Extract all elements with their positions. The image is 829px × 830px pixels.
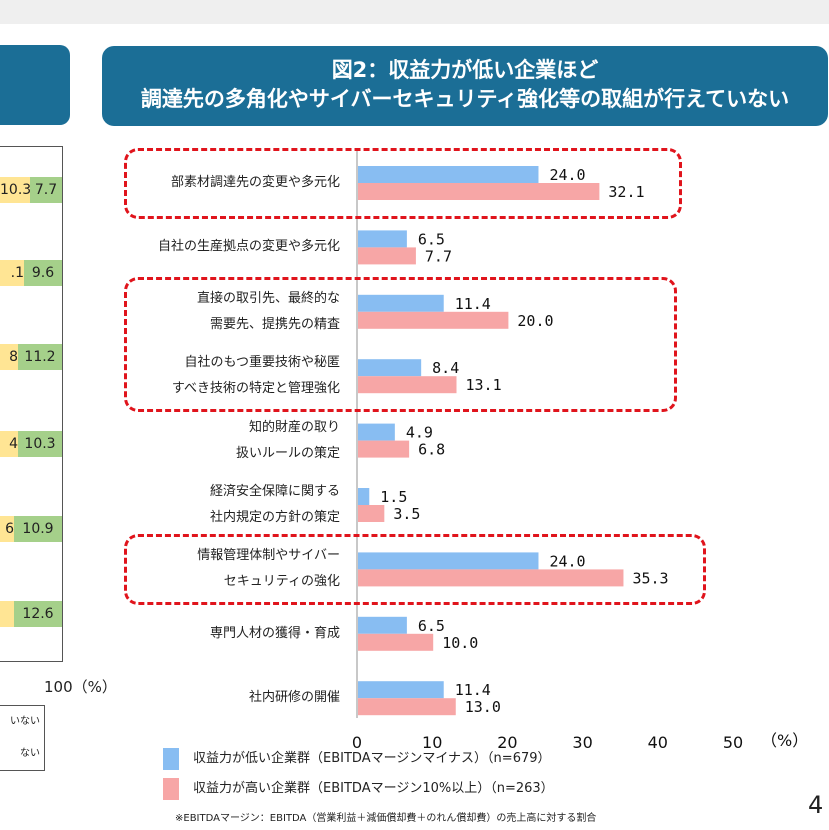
bar-low [358,166,539,183]
bar-low [358,488,370,505]
left-legend-line: いない [10,716,40,727]
value-label: 7.7 [425,247,452,265]
legend-swatch-high [163,778,179,800]
value-label: 11.4 [455,295,491,313]
x-tick-label: 30 [572,733,592,752]
bar-low [358,681,444,699]
chart-title-line2: 調達先の多角化やサイバーセキュリティ強化等の取組が行えていない [140,87,790,111]
value-label: 6.8 [418,441,445,459]
legend-swatch-low [163,748,179,770]
bar-low [358,616,407,634]
left-cell: 7.7 [30,177,62,203]
value-label: 8.4 [432,359,459,377]
footnote: ※EBITDAマージン：EBITDA（営業利益＋減価償却費＋のれん償却費）の売上… [175,813,597,824]
category-label: 直接の取引先、最終的な 需要先、提携先の精査 [196,290,340,332]
highlight-box [124,148,682,219]
left-cell: 10.3 [0,177,30,203]
x-tick-label: 50 [723,733,743,752]
x-tick-label: 0 [352,733,362,752]
bar-high [358,376,457,394]
value-label: 1.5 [380,488,407,506]
left-cell: 11.2 [18,344,62,370]
bar-low [358,552,539,570]
value-label: 3.5 [393,505,420,523]
bar-high [358,505,385,522]
bar-high [358,569,624,587]
bar-high [358,698,456,716]
x-tick-label: 10 [422,733,442,752]
legend-text-low: 収益力が低い企業群（EBITDAマージンマイナス）（n=679） [193,751,551,766]
left-title-banner [0,45,70,125]
x-unit-label: （%） [761,731,808,750]
value-label: 11.4 [455,681,491,699]
left-cell: 9.6 [24,260,62,286]
left-cell: 12.6 [14,601,62,627]
bar-high [358,183,600,200]
category-label: 自社の生産拠点の変更や多元化 [157,239,340,255]
left-cell: 6 [0,516,14,542]
left-cell: 10.3 [18,431,62,457]
left-cell: .1 [0,260,24,286]
bar-high [358,633,434,651]
highlight-box [124,534,706,606]
left-cell: 8 [0,344,18,370]
left-chart-frame [0,146,63,662]
bar-high [358,247,416,265]
x-tick-label: 40 [648,733,668,752]
left-cell: 4 [0,431,18,457]
value-label: 20.0 [517,312,553,330]
value-label: 6.5 [418,230,445,248]
left-cell-blank [0,601,14,627]
left-legend: いない ない [0,705,45,771]
value-label: 32.1 [608,183,644,201]
value-label: 13.0 [465,698,501,716]
left-axis-label: 100（%） [44,678,117,696]
left-cell: 10.9 [14,516,62,542]
bar-low [358,359,422,377]
value-label: 4.9 [406,424,433,442]
bar-low [358,294,444,312]
bar-high [358,311,509,329]
value-label: 35.3 [632,569,668,587]
bar-high [358,440,410,458]
value-label: 24.0 [549,166,585,184]
value-label: 10.0 [442,634,478,652]
legend-text-high: 収益力が高い企業群（EBITDAマージン10%以上）（n=263） [193,781,554,796]
category-label: 専門人材の獲得・育成 [209,625,340,641]
left-legend-line: ない [20,748,40,759]
bar-low [358,230,407,248]
chart-title-banner: 図2：収益力が低い企業ほど 調達先の多角化やサイバーセキュリティ強化等の取組が行… [102,46,828,126]
page-number: 4 [808,791,824,819]
value-label: 24.0 [549,552,585,570]
category-label: 自社のもつ重要技術や秘匿 すべき技術の特定と管理強化 [171,355,340,397]
value-label: 6.5 [418,617,445,635]
category-label: 経済安全保障に関する 社内規定の方針の策定 [209,484,340,525]
x-tick-label: 20 [497,733,517,752]
category-label: 知的財産の取り 扱いルールの策定 [235,419,340,461]
legend-item-low: 収益力が低い企業群（EBITDAマージンマイナス）（n=679） [163,748,551,770]
category-label: 部素材調達先の変更や多元化 [170,175,340,190]
highlight-box [124,276,677,413]
value-label: 13.1 [466,376,502,394]
category-label: 情報管理体制やサイバー セキュリティの強化 [197,548,340,590]
bar-low [358,423,395,441]
category-label: 社内研修の開催 [248,690,340,706]
top-band [0,0,829,24]
legend-item-high: 収益力が高い企業群（EBITDAマージン10%以上）（n=263） [163,778,554,800]
chart-title-line1: 図2：収益力が低い企業ほど [331,58,599,82]
